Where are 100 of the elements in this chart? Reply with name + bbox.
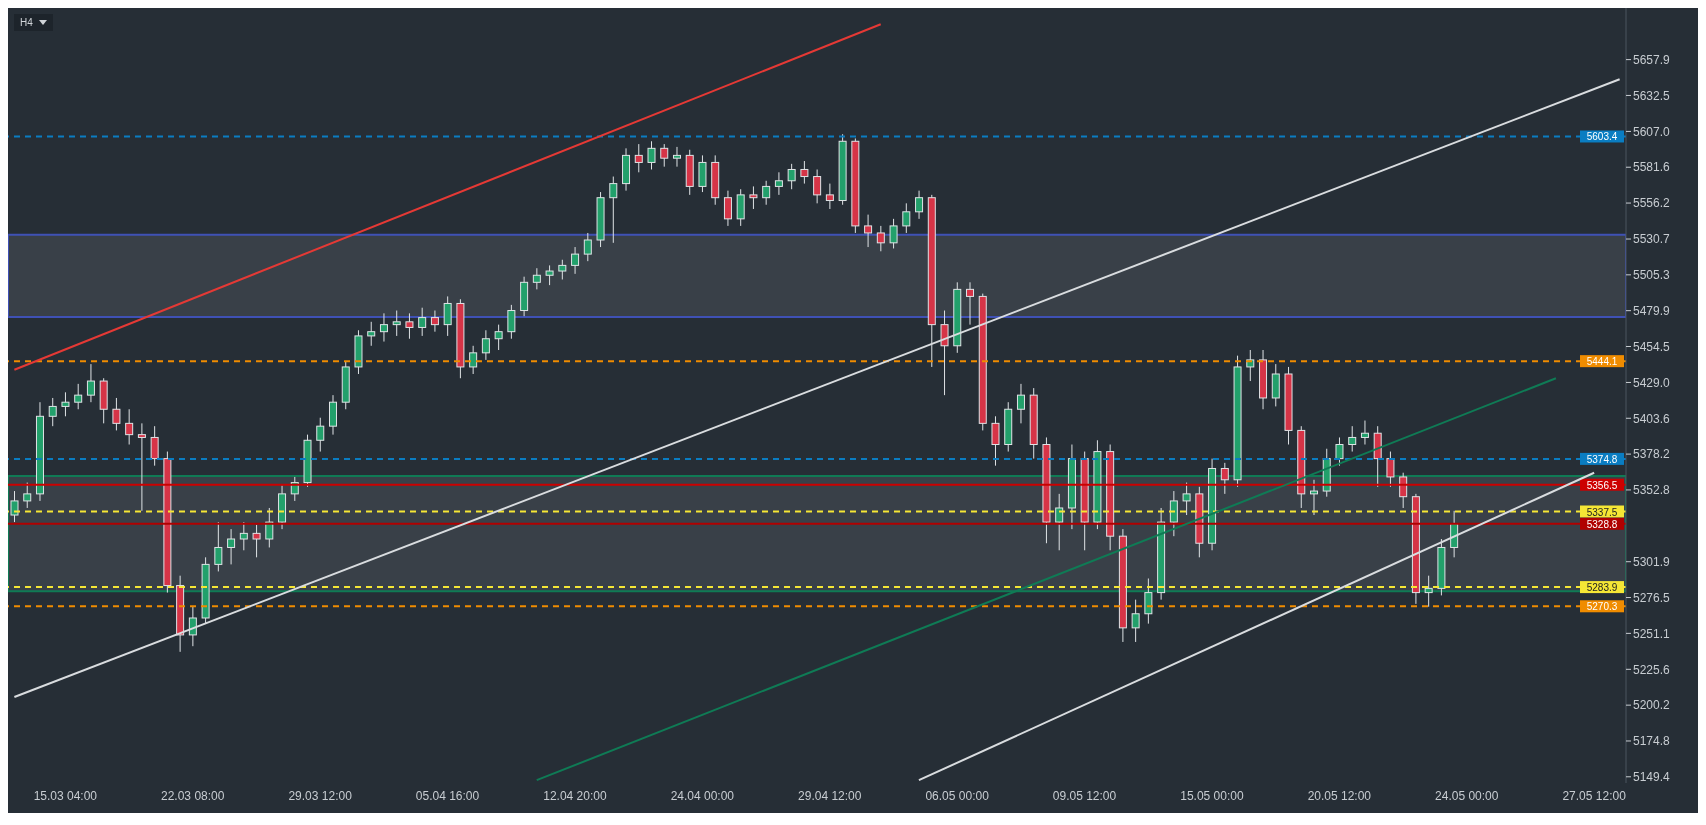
ref-line-label: 5374.8 <box>1586 453 1618 465</box>
candlestick <box>698 154 707 193</box>
candlestick <box>112 397 121 431</box>
candlestick <box>481 329 490 361</box>
candlestick <box>1016 383 1025 424</box>
candlestick <box>991 415 1000 467</box>
candlestick <box>61 391 70 417</box>
candlestick <box>876 225 885 252</box>
candlestick <box>1335 436 1344 467</box>
candlestick <box>469 345 478 375</box>
candlestick <box>405 312 414 340</box>
candlestick <box>825 183 834 210</box>
y-tick-label: 5505.3 <box>1633 268 1671 283</box>
ref-line-label: 5356.5 <box>1586 479 1618 491</box>
candlestick <box>1144 578 1153 625</box>
candlestick <box>609 176 618 244</box>
candlestick <box>430 310 439 333</box>
ref-line-label: 5328.8 <box>1586 518 1618 530</box>
y-tick-label: 5149.4 <box>1633 770 1671 785</box>
candlestick <box>48 397 57 427</box>
candlestick <box>545 264 554 286</box>
candlestick <box>23 482 32 509</box>
x-tick-label: 15.03 04:00 <box>33 788 98 803</box>
candlestick <box>86 363 95 403</box>
candlestick <box>1220 462 1229 495</box>
annotation: H4 <box>20 17 33 28</box>
y-tick-label: 5200.2 <box>1633 698 1671 713</box>
candlestick <box>800 160 809 185</box>
y-tick-label: 5251.1 <box>1633 626 1671 641</box>
y-tick-label: 5378.2 <box>1633 447 1671 462</box>
x-tick-label: 09.05 12:00 <box>1052 788 1117 803</box>
candlestick <box>188 606 197 647</box>
candlestick <box>125 408 134 446</box>
y-tick-label: 5632.5 <box>1633 88 1671 103</box>
x-tick-label: 29.04 12:00 <box>798 788 862 803</box>
candlestick <box>1399 472 1408 509</box>
y-tick-label: 5581.6 <box>1633 160 1671 175</box>
y-tick-label: 5276.5 <box>1633 590 1671 605</box>
y-tick-label: 5556.2 <box>1633 196 1671 211</box>
x-tick-label: 06.05 00:00 <box>925 788 990 803</box>
candlestick <box>10 490 19 523</box>
x-tick-label: 15.05 00:00 <box>1180 788 1244 803</box>
y-tick-label: 5607.0 <box>1633 124 1671 139</box>
candlestick <box>265 507 274 548</box>
ref-line-label: 5444.1 <box>1586 356 1618 368</box>
x-tick-label: 24.04 00:00 <box>670 788 735 803</box>
candlestick <box>1348 425 1357 453</box>
x-tick-label: 05.04 16:00 <box>415 788 480 803</box>
candlestick <box>915 190 924 220</box>
candlestick <box>902 202 911 234</box>
candlestick <box>787 163 796 190</box>
candlestick <box>1424 575 1433 608</box>
candlestick <box>864 214 873 248</box>
ref-line-label: 5603.4 <box>1586 131 1618 143</box>
candlestick <box>583 232 592 262</box>
candlestick <box>558 259 567 280</box>
candlestick <box>1271 363 1280 407</box>
y-tick-label: 5403.6 <box>1633 411 1671 426</box>
candlestick <box>239 521 248 551</box>
candlestick <box>723 190 732 227</box>
candlestick <box>774 171 783 196</box>
candlestick <box>672 146 681 168</box>
x-tick-label: 22.03 08:00 <box>161 788 225 803</box>
y-tick-label: 5657.9 <box>1633 52 1671 67</box>
y-tick-label: 5454.5 <box>1633 339 1671 354</box>
candlestick <box>749 185 758 210</box>
y-tick-label: 5429.0 <box>1633 375 1671 390</box>
candlestick <box>940 310 949 396</box>
y-tick-label: 5530.7 <box>1633 232 1671 247</box>
candlestick <box>507 304 516 340</box>
candlestick <box>252 524 261 558</box>
candlestick <box>379 312 388 343</box>
x-tick-label: 29.03 12:00 <box>288 788 353 803</box>
ref-line-label: 5283.9 <box>1586 582 1618 594</box>
candlestick <box>634 143 643 173</box>
candlestick <box>660 143 669 168</box>
x-tick-label: 20.05 12:00 <box>1307 788 1372 803</box>
candlestick <box>137 422 146 512</box>
candlestick <box>418 307 427 337</box>
candlestick <box>494 324 503 351</box>
candlestick <box>392 310 401 337</box>
y-tick-label: 5174.8 <box>1633 734 1671 749</box>
candlestick <box>1310 479 1318 516</box>
candlestick <box>1131 599 1140 643</box>
ref-line-label: 5270.3 <box>1586 601 1618 613</box>
candlestick <box>762 180 771 206</box>
candlestick <box>532 267 541 290</box>
candlestick <box>367 321 376 347</box>
candlestick <box>813 168 822 204</box>
candlestick <box>736 188 745 227</box>
candlestick <box>329 394 337 436</box>
candlestick <box>1055 493 1064 551</box>
candlestick <box>1360 420 1369 446</box>
candlestick <box>214 521 223 572</box>
candlestick <box>571 246 580 275</box>
candlestick <box>966 281 975 326</box>
ref-line-label: 5337.5 <box>1586 506 1618 518</box>
y-tick-label: 5301.9 <box>1633 554 1671 569</box>
x-tick-label: 27.05 12:00 <box>1562 788 1627 803</box>
candlestick <box>74 383 83 410</box>
